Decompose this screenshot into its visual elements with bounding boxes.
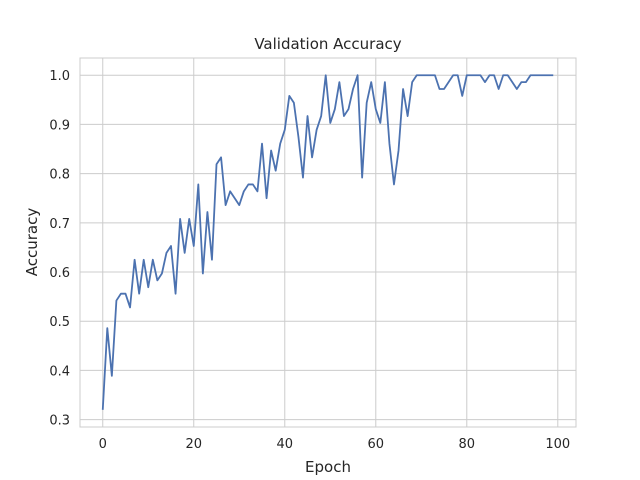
plot-frame (79, 57, 577, 428)
y-tick-label: 0.4 (49, 364, 70, 379)
y-tick-labels: 0.3 0.4 0.5 0.6 0.7 0.8 0.9 1.0 (49, 69, 70, 428)
x-tick-label: 20 (185, 437, 202, 452)
x-tick-label: 80 (459, 437, 476, 452)
x-axis-label: Epoch (305, 458, 351, 476)
y-tick-label: 0.9 (49, 118, 70, 133)
y-axis-label: Accuracy (23, 208, 41, 277)
y-tick-label: 0.5 (49, 315, 70, 330)
x-tick-label: 40 (276, 437, 293, 452)
y-tick-label: 0.7 (49, 217, 70, 232)
y-tick-label: 0.8 (49, 168, 70, 183)
series-group (101, 74, 554, 410)
y-tick-label: 0.3 (49, 414, 70, 429)
x-tick-labels: 0 20 40 60 80 100 (99, 437, 571, 452)
x-tick-label: 0 (99, 437, 107, 452)
plot-area (80, 58, 576, 427)
y-tick-label: 0.6 (49, 266, 70, 281)
x-tick-label: 60 (368, 437, 385, 452)
chart-title: Validation Accuracy (254, 35, 401, 53)
series-line (101, 74, 554, 410)
x-tick-label: 100 (545, 437, 570, 452)
y-tick-label: 1.0 (49, 69, 70, 84)
